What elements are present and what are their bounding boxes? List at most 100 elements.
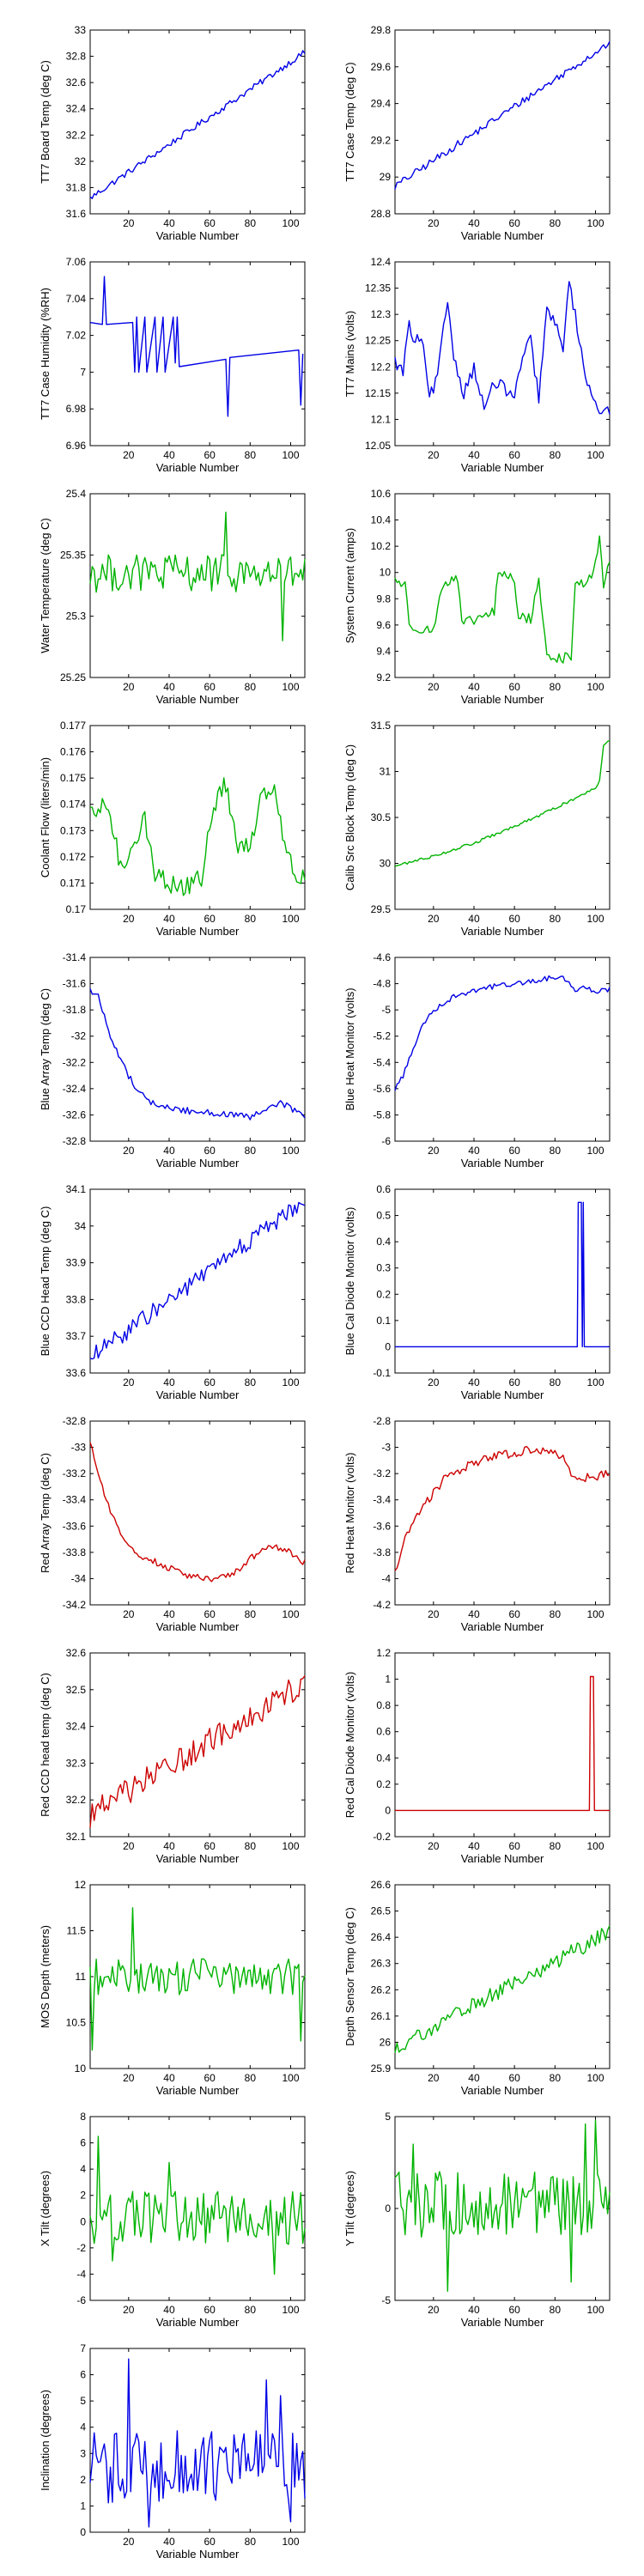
y-tick-label: 5 [80, 2395, 86, 2407]
y-tick-label: 10.4 [371, 514, 392, 526]
plot-frame [394, 1188, 611, 1374]
x-tick-label: 60 [204, 1608, 216, 1620]
x-tick-label: 20 [428, 449, 440, 461]
x-axis-label: Variable Number [156, 1388, 240, 1401]
y-tick-label: 32.1 [66, 1831, 87, 1843]
y-tick-label: 0 [385, 1340, 391, 1352]
x-tick-label: 20 [428, 2304, 440, 2316]
y-tick-label: -33.2 [63, 1467, 87, 1479]
x-tick-label: 80 [245, 2072, 257, 2084]
y-tick-label: 0.174 [60, 799, 86, 811]
x-tick-label: 80 [550, 2304, 562, 2316]
y-tick-label: 0 [80, 2526, 86, 2538]
x-tick-label: 40 [163, 2072, 175, 2084]
x-tick-label: 20 [428, 2072, 440, 2084]
y-tick-label: 0.5 [376, 1210, 391, 1222]
chart-red-cal-diode: -0.2 0 0.2 0.4 0.6 0.8 1 1.2 20 40 60 80 100 Variable… [343, 1647, 611, 1865]
y-tick-label: -3.8 [373, 1546, 391, 1558]
y-axis-label: Inclination (degrees) [39, 2390, 52, 2491]
series-line [394, 975, 611, 1091]
y-tick-label: -5.2 [373, 1030, 391, 1042]
y-tick-label: 0 [385, 2202, 391, 2215]
series-line [89, 988, 306, 1121]
x-tick-label: 80 [245, 1376, 257, 1388]
y-axis-label: TT7 Case Humidity (%RH) [39, 288, 52, 420]
y-tick-label: 12.35 [365, 283, 391, 295]
x-axis-label: Variable Number [156, 2084, 240, 2097]
y-tick-label: -6 [381, 1135, 391, 1147]
series-line [89, 1442, 306, 1583]
series-line [395, 1201, 610, 1348]
plot-frame [394, 29, 611, 215]
x-tick-label: 100 [282, 681, 299, 693]
series-line [394, 1925, 611, 2054]
y-tick-label: 12.2 [371, 361, 392, 373]
y-axis-label: MOS Depth (meters) [39, 1925, 52, 2028]
y-tick-label: 34 [75, 1220, 87, 1232]
plot-frame [89, 261, 306, 447]
x-tick-label: 80 [550, 913, 562, 925]
y-tick-label: 1 [385, 1674, 391, 1686]
chart-system-current: 9.2 9.4 9.6 9.8 10 10.2 10.4 10.6 20 40 60 80 100 Var… [343, 488, 611, 706]
x-tick-label: 100 [586, 1145, 604, 1157]
y-tick-label: -4 [76, 2268, 86, 2280]
y-tick-label: 12.4 [371, 256, 392, 268]
y-tick-label: 25.3 [66, 611, 87, 623]
y-tick-label: 9.8 [376, 592, 391, 605]
y-tick-label: -32.2 [63, 1056, 87, 1068]
y-tick-label: 25.4 [66, 488, 87, 500]
y-tick-label: 0 [385, 1804, 391, 1816]
x-tick-label: 40 [163, 2304, 175, 2316]
y-tick-label: 30 [380, 858, 392, 870]
x-tick-label: 100 [282, 1376, 299, 1388]
x-tick-label: 20 [123, 913, 135, 925]
y-tick-label: -33.6 [63, 1520, 87, 1532]
y-tick-label: 12 [75, 1879, 87, 1891]
x-tick-label: 80 [550, 2072, 562, 2084]
y-tick-label: -5 [381, 1004, 391, 1016]
series-line [89, 2358, 306, 2528]
y-tick-label: 10 [380, 567, 392, 579]
x-tick-label: 60 [204, 217, 216, 229]
x-tick-label: 40 [468, 1145, 480, 1157]
y-tick-label: -2 [76, 2242, 86, 2254]
x-axis-label: Variable Number [156, 2316, 240, 2329]
y-tick-label: 7.02 [66, 330, 87, 342]
x-tick-label: 80 [245, 1840, 257, 1852]
x-tick-label: 20 [123, 1145, 135, 1157]
y-tick-label: 33 [75, 24, 87, 36]
y-tick-label: 2 [80, 2190, 86, 2202]
x-tick-label: 60 [508, 217, 520, 229]
x-axis-label: Variable Number [461, 1852, 544, 1865]
y-tick-label: 0.172 [60, 851, 86, 863]
y-tick-label: -31.6 [63, 978, 87, 990]
series-line [89, 777, 306, 896]
y-tick-label: -34.2 [63, 1599, 87, 1611]
x-tick-label: 40 [468, 217, 480, 229]
y-tick-label: 10 [75, 2063, 87, 2075]
y-tick-label: -0.2 [373, 1831, 391, 1843]
x-tick-label: 100 [282, 1145, 299, 1157]
y-tick-label: 26.1 [371, 2010, 392, 2022]
x-tick-label: 20 [428, 1145, 440, 1157]
y-tick-label: 26.5 [371, 1905, 392, 1917]
y-tick-label: 0.4 [376, 1236, 391, 1248]
x-tick-label: 60 [204, 913, 216, 925]
y-tick-label: 12.25 [365, 335, 391, 347]
x-tick-label: 100 [282, 1840, 299, 1852]
y-tick-label: -5.4 [373, 1056, 391, 1068]
x-axis-label: Variable Number [156, 229, 240, 242]
x-tick-label: 60 [204, 449, 216, 461]
x-tick-label: 20 [428, 1376, 440, 1388]
x-tick-label: 80 [550, 1840, 562, 1852]
y-tick-label: 9.6 [376, 619, 391, 631]
y-tick-label: 0.8 [376, 1699, 391, 1711]
x-axis-label: Variable Number [156, 2548, 240, 2561]
x-axis-label: Variable Number [156, 1157, 240, 1170]
y-tick-label: 26.3 [371, 1958, 392, 1970]
y-tick-label: -4.8 [373, 978, 391, 990]
x-tick-label: 100 [586, 449, 604, 461]
y-tick-label: 29.6 [371, 61, 392, 73]
y-tick-label: 29.8 [371, 24, 392, 36]
